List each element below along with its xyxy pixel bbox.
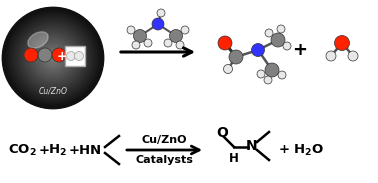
Circle shape bbox=[24, 48, 38, 62]
Circle shape bbox=[38, 48, 52, 62]
Text: Cu/ZnO: Cu/ZnO bbox=[39, 87, 68, 96]
Text: +: + bbox=[56, 51, 67, 64]
Text: $\mathbf{HN}$: $\mathbf{HN}$ bbox=[78, 143, 101, 156]
Circle shape bbox=[5, 10, 101, 106]
Circle shape bbox=[348, 51, 358, 61]
Circle shape bbox=[7, 12, 99, 104]
Circle shape bbox=[43, 48, 63, 68]
Circle shape bbox=[35, 40, 71, 76]
Circle shape bbox=[229, 50, 243, 64]
Circle shape bbox=[47, 52, 59, 64]
Circle shape bbox=[39, 44, 67, 72]
Circle shape bbox=[251, 44, 265, 57]
Text: H: H bbox=[229, 152, 239, 165]
Circle shape bbox=[218, 36, 232, 50]
Circle shape bbox=[127, 26, 135, 34]
Circle shape bbox=[164, 39, 172, 47]
Circle shape bbox=[27, 32, 79, 84]
Circle shape bbox=[257, 70, 265, 78]
Circle shape bbox=[278, 71, 286, 79]
Circle shape bbox=[265, 29, 273, 37]
Text: O: O bbox=[216, 126, 228, 140]
Circle shape bbox=[67, 51, 76, 61]
Circle shape bbox=[13, 18, 93, 98]
Circle shape bbox=[181, 26, 189, 34]
FancyBboxPatch shape bbox=[65, 46, 85, 66]
Circle shape bbox=[31, 36, 75, 80]
Circle shape bbox=[157, 9, 165, 17]
Circle shape bbox=[21, 26, 85, 90]
Circle shape bbox=[51, 56, 55, 60]
Ellipse shape bbox=[28, 32, 48, 48]
Circle shape bbox=[326, 51, 336, 61]
Circle shape bbox=[265, 63, 279, 77]
Circle shape bbox=[29, 34, 77, 82]
Circle shape bbox=[176, 41, 184, 49]
Circle shape bbox=[9, 14, 97, 102]
Text: N: N bbox=[246, 139, 258, 153]
Text: Cu/ZnO: Cu/ZnO bbox=[142, 135, 187, 145]
Text: Catalysts: Catalysts bbox=[136, 155, 194, 165]
Circle shape bbox=[283, 42, 291, 50]
Circle shape bbox=[223, 64, 232, 74]
Circle shape bbox=[132, 41, 140, 49]
Circle shape bbox=[11, 16, 95, 100]
Circle shape bbox=[74, 51, 84, 61]
Circle shape bbox=[33, 38, 73, 78]
Circle shape bbox=[52, 48, 66, 62]
Text: $\mathbf{+\ H_2O}$: $\mathbf{+\ H_2O}$ bbox=[278, 142, 324, 158]
Circle shape bbox=[49, 54, 57, 62]
Text: $\mathbf{+}$: $\mathbf{+}$ bbox=[68, 143, 80, 156]
Circle shape bbox=[169, 29, 183, 42]
Circle shape bbox=[277, 25, 285, 33]
Text: $\mathbf{H_2}$: $\mathbf{H_2}$ bbox=[48, 142, 67, 158]
Circle shape bbox=[152, 18, 164, 30]
Text: $\mathbf{+}$: $\mathbf{+}$ bbox=[38, 143, 50, 156]
Text: $\mathbf{CO_2}$: $\mathbf{CO_2}$ bbox=[8, 142, 37, 158]
Circle shape bbox=[144, 39, 152, 47]
Circle shape bbox=[37, 42, 69, 74]
Circle shape bbox=[271, 33, 285, 47]
Circle shape bbox=[335, 36, 350, 51]
Circle shape bbox=[264, 76, 272, 84]
Circle shape bbox=[41, 46, 65, 70]
Circle shape bbox=[23, 28, 83, 88]
Circle shape bbox=[45, 50, 61, 66]
Text: +: + bbox=[293, 41, 307, 59]
Circle shape bbox=[19, 24, 87, 92]
Circle shape bbox=[25, 30, 81, 86]
Circle shape bbox=[17, 22, 89, 94]
Circle shape bbox=[133, 29, 147, 42]
Circle shape bbox=[15, 20, 91, 96]
Circle shape bbox=[3, 8, 103, 108]
